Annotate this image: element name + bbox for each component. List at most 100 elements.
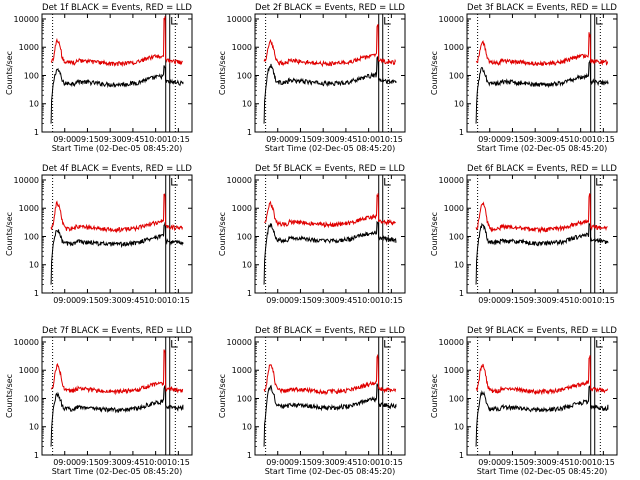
x-tick-label: 10:00	[357, 296, 380, 305]
x-tick-label: 09:15	[289, 458, 312, 467]
y-axis-label: Counts/sec	[5, 374, 14, 418]
y-tick-label: 10000	[14, 176, 39, 185]
x-tick-label: 09:30	[99, 458, 122, 467]
y-tick-label: 10000	[439, 338, 464, 347]
x-tick-label: 09:30	[524, 135, 547, 144]
spike-bracket-end	[596, 178, 603, 186]
series-events-line	[263, 383, 397, 447]
y-tick-label: 10000	[227, 176, 252, 185]
x-tick-label: 09:45	[121, 135, 144, 144]
x-tick-label: 09:15	[76, 458, 99, 467]
series-events-line	[263, 56, 397, 124]
y-tick-label: 100	[24, 394, 39, 403]
series-events-line	[50, 384, 184, 447]
panel-title: Det 1f BLACK = Events, RED = LLD	[42, 3, 192, 13]
y-tick-label: 1000	[232, 366, 252, 375]
spike-bracket-end	[384, 17, 391, 25]
y-tick-label: 10	[242, 423, 252, 432]
x-tick-label: 10:00	[569, 135, 592, 144]
y-tick-label: 100	[237, 232, 252, 241]
series-lld-line	[50, 193, 184, 234]
series-events-line	[475, 222, 609, 285]
x-tick-label: 09:00	[478, 458, 501, 467]
y-tick-label: 1	[34, 451, 39, 460]
panel-title: Det 3f BLACK = Events, RED = LLD	[467, 3, 617, 13]
x-tick-label: 10:15	[592, 296, 615, 305]
spike-bracket	[590, 174, 596, 293]
y-tick-label: 1000	[232, 43, 252, 52]
panel-title: Det 4f BLACK = Events, RED = LLD	[42, 164, 192, 174]
y-tick-label: 10000	[227, 15, 252, 24]
x-tick-label: 10:00	[569, 458, 592, 467]
panel-2: Det 2f BLACK = Events, RED = LLD 1 10 100 10…	[218, 3, 406, 153]
panel-4: Det 4f BLACK = Events, RED = LLD 1 10 100 10…	[5, 164, 193, 305]
y-tick-label: 100	[449, 394, 464, 403]
y-tick-label: 1000	[444, 366, 464, 375]
plot-frame	[466, 336, 618, 456]
y-tick-label: 10	[242, 100, 252, 109]
y-tick-label: 1000	[19, 43, 39, 52]
plot-frame	[254, 13, 406, 133]
y-tick-label: 10	[242, 261, 252, 270]
x-tick-label: 09:30	[524, 458, 547, 467]
y-tick-label: 10000	[227, 338, 252, 347]
y-tick-label: 100	[24, 71, 39, 80]
y-tick-label: 1	[247, 451, 252, 460]
panel-8: Det 8f BLACK = Events, RED = LLD 1 10 100 10…	[218, 326, 406, 476]
spike-bracket	[378, 174, 384, 293]
series-lld-line	[263, 353, 397, 396]
y-tick-label: 1	[459, 128, 464, 137]
x-tick-label: 10:00	[357, 458, 380, 467]
series-events-line	[50, 222, 184, 285]
y-tick-label: 100	[449, 71, 464, 80]
plot-frame	[466, 13, 618, 133]
x-tick-label: 09:15	[289, 296, 312, 305]
spike-bracket	[590, 13, 596, 132]
y-axis-label: Counts/sec	[430, 212, 439, 256]
x-tick-label: 09:30	[312, 458, 335, 467]
x-axis-label: Start Time (02-Dec-05 08:45:20)	[265, 144, 396, 153]
series-lld-line	[475, 32, 609, 67]
y-tick-label: 10000	[14, 15, 39, 24]
spike-bracket-end	[596, 340, 603, 348]
y-axis-label: Counts/sec	[218, 374, 227, 418]
spike-bracket-end	[171, 340, 178, 348]
plot-frame	[466, 174, 618, 294]
y-tick-label: 1000	[444, 43, 464, 52]
x-tick-label: 09:30	[524, 296, 547, 305]
x-tick-label: 10:15	[380, 135, 403, 144]
x-tick-label: 10:15	[167, 135, 190, 144]
series-lld-line	[475, 192, 608, 234]
y-tick-label: 10	[29, 423, 39, 432]
spike-bracket	[378, 336, 384, 455]
y-tick-label: 1	[459, 289, 464, 298]
panel-9: Det 9f BLACK = Events, RED = LLD 1 10 100 10…	[430, 326, 618, 476]
x-tick-label: 09:45	[121, 296, 144, 305]
panel-6: Det 6f BLACK = Events, RED = LLD 1 10 100 10…	[430, 164, 618, 305]
y-axis-label: Counts/sec	[5, 51, 14, 95]
x-tick-label: 10:15	[592, 135, 615, 144]
plot-frame	[254, 336, 406, 456]
x-tick-label: 09:15	[289, 135, 312, 144]
series-lld-line	[263, 23, 397, 68]
plot-frame	[41, 336, 193, 456]
panel-title: Det 6f BLACK = Events, RED = LLD	[467, 164, 617, 174]
series-events-line	[475, 60, 609, 124]
x-tick-label: 10:15	[380, 296, 403, 305]
y-tick-label: 1000	[444, 204, 464, 213]
x-tick-label: 09:30	[312, 135, 335, 144]
y-tick-label: 1	[34, 128, 39, 137]
x-tick-label: 09:45	[334, 458, 357, 467]
y-axis-label: Counts/sec	[5, 212, 14, 256]
x-tick-label: 09:30	[312, 296, 335, 305]
panel-7: Det 7f BLACK = Events, RED = LLD 1 10 100 10…	[5, 326, 193, 476]
y-tick-label: 100	[24, 232, 39, 241]
x-tick-label: 09:45	[121, 458, 144, 467]
spike-bracket-end	[171, 178, 178, 186]
panel-5: Det 5f BLACK = Events, RED = LLD 1 10 100 10…	[218, 164, 406, 305]
y-tick-label: 10	[454, 423, 464, 432]
x-tick-label: 10:00	[144, 296, 167, 305]
x-tick-label: 09:00	[478, 135, 501, 144]
x-axis-label: Start Time (02-Dec-05 08:45:20)	[477, 144, 608, 153]
